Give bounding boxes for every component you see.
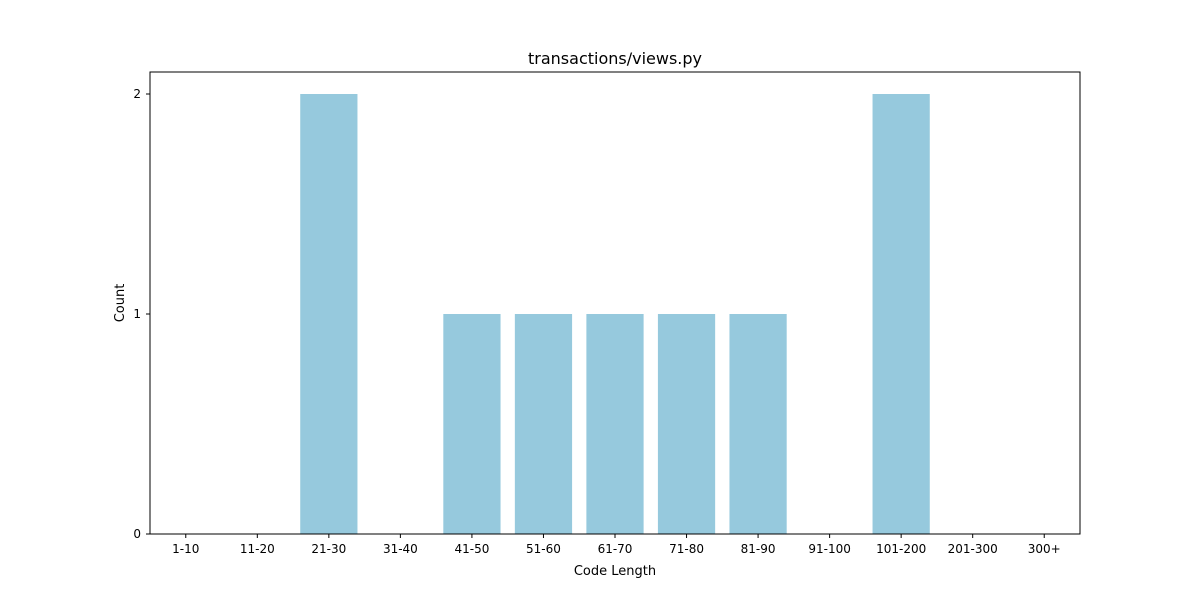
x-tick-label: 101-200 [876, 542, 926, 556]
y-tick-label: 0 [133, 527, 141, 541]
x-axis-ticks: 1-10 11-20 21-30 31-40 41-50 51-60 61-70 71-80 8… [172, 534, 1061, 556]
y-tick-label: 1 [133, 307, 141, 321]
x-tick-label: 91-100 [808, 542, 851, 556]
bar-71-80 [657, 314, 716, 534]
bars-layer [300, 94, 930, 534]
x-tick-label: 300+ [1028, 542, 1061, 556]
chart-title: transactions/views.py [528, 49, 702, 68]
x-tick-label: 1-10 [172, 542, 199, 556]
x-tick-label: 201-300 [948, 542, 998, 556]
x-tick-label: 61-70 [598, 542, 633, 556]
x-tick-label: 31-40 [383, 542, 418, 556]
bar-101-200 [872, 94, 930, 534]
x-tick-label: 51-60 [526, 542, 561, 556]
x-tick-label: 41-50 [454, 542, 489, 556]
bar-41-50 [443, 314, 501, 534]
bar-81-90 [729, 314, 787, 534]
x-tick-label: 11-20 [240, 542, 275, 556]
x-tick-label: 81-90 [741, 542, 776, 556]
x-tick-label: 71-80 [669, 542, 704, 556]
y-axis-ticks: 0 1 2 [133, 87, 150, 541]
x-axis-label: Code Length [574, 564, 656, 579]
y-tick-label: 2 [133, 87, 141, 101]
bar-21-30 [300, 94, 358, 534]
bar-61-70 [586, 314, 644, 534]
bar-51-60 [514, 314, 573, 534]
x-tick-label: 21-30 [311, 542, 346, 556]
y-axis-label: Count [113, 284, 128, 323]
